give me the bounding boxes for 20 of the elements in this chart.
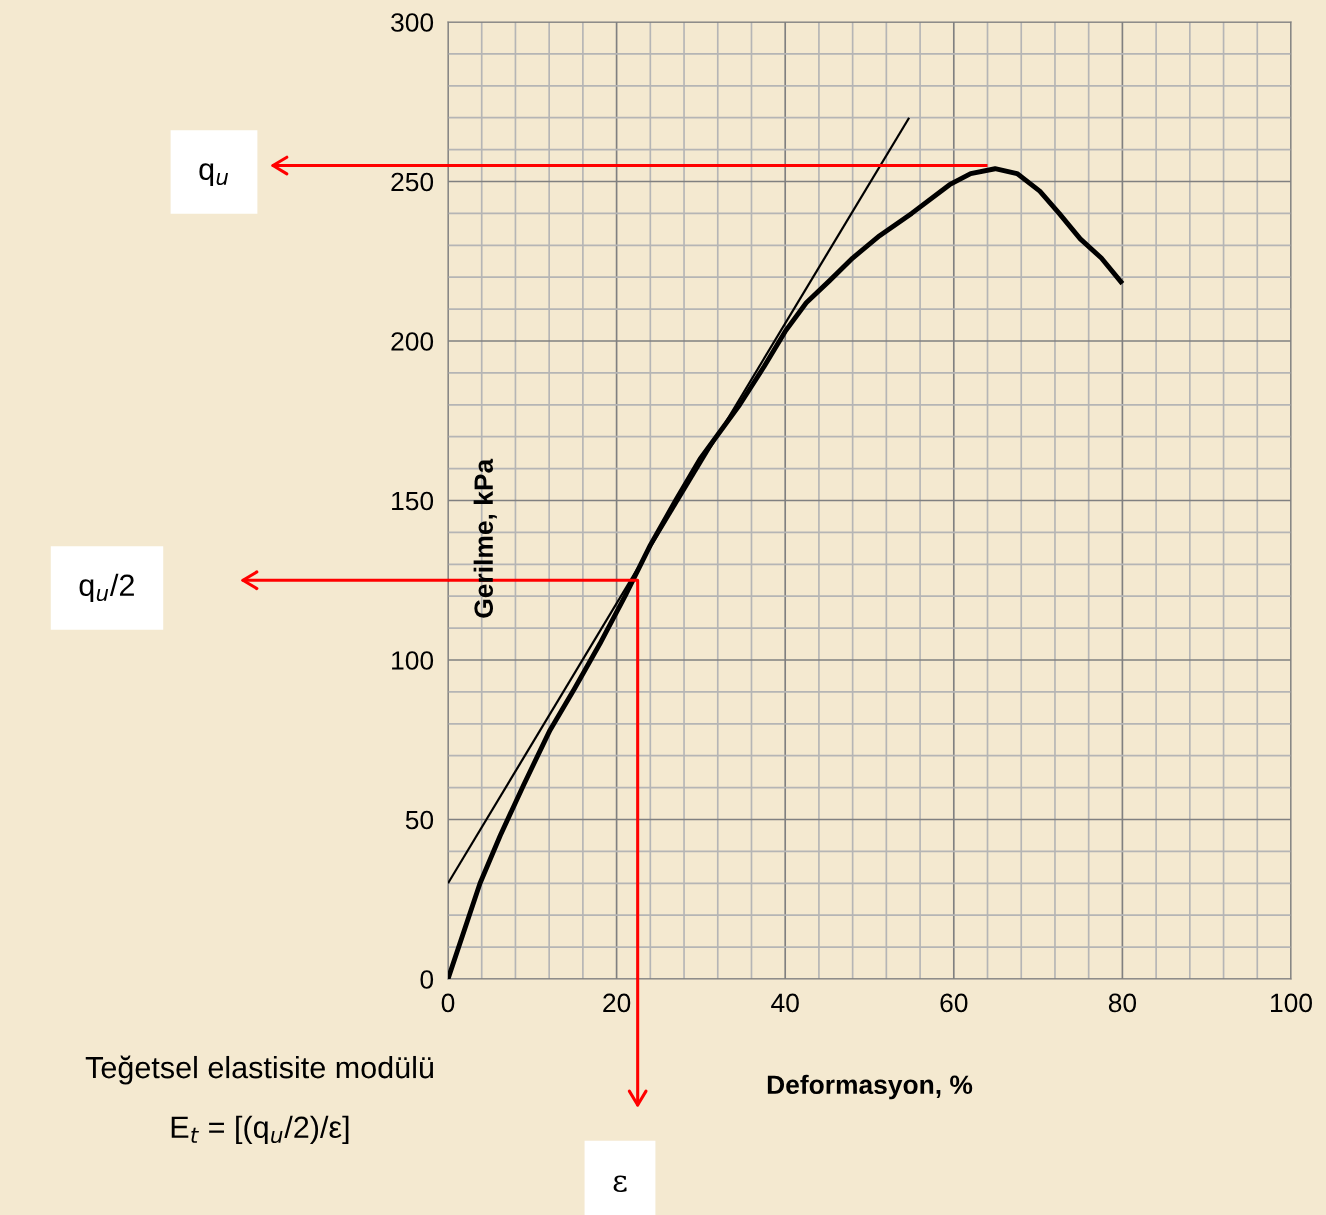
text: q$_{u}$/2 — [79, 573, 134, 603]
y-tick-label: 150 — [392, 491, 434, 511]
y-tick-label: 200 — [391, 332, 434, 351]
x-tick-label: 20 — [603, 993, 631, 1013]
x-tick-label: 100 — [1271, 993, 1312, 1013]
y-tick-label: 50 — [405, 810, 434, 830]
y-tick-label: 300 — [391, 13, 434, 32]
text: q$_{u}$ — [199, 163, 228, 187]
y-tick-label: 250 — [391, 172, 434, 192]
text: E$_{t}$ = [(q$_{u}$/2)/ε] — [171, 1115, 349, 1145]
y-tick-label: 0 — [420, 970, 434, 989]
x-tick-label: 80 — [1108, 993, 1137, 1013]
x-axis-title: Deformasyon, % — [767, 1074, 973, 1100]
y-tick-label: 100 — [392, 651, 434, 670]
text: Teğetsel elastisite modülü — [85, 1055, 433, 1085]
text: ε — [613, 1175, 627, 1193]
x-tick-label: 60 — [940, 993, 968, 1013]
x-tick-label: 0 — [441, 993, 455, 1013]
y-axis-title: Gerilme, kPa — [473, 458, 497, 618]
x-tick-label: 40 — [771, 993, 799, 1013]
